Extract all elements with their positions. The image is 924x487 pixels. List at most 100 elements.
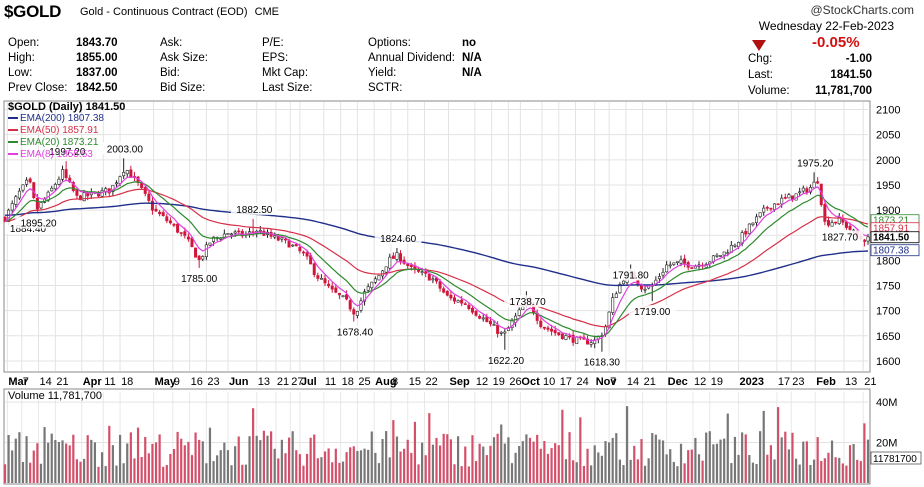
x-tick-label: 21 [277,376,289,388]
price-bar-body [204,244,208,257]
annotation-bg [374,232,422,245]
volume-label: Volume: [748,85,790,97]
price-bar-body [312,263,316,275]
x-tick-label: 14 [627,376,639,388]
volume-bar [507,437,510,483]
price-bar-body [492,324,496,326]
x-tick-label: 25 [358,376,370,388]
price-bar-body [744,230,748,235]
volume-bar [647,458,650,483]
price-bar-body [165,216,169,222]
price-bar-body [586,338,590,345]
field-label: Bid Size: [160,82,206,94]
annotation-bg [175,271,223,284]
annotation-bg [578,355,626,368]
x-tick-label: 9 [174,376,180,388]
volume-bar [352,446,355,483]
field-label: Mkt Cap: [262,67,309,79]
price-bar-body [643,288,647,291]
volume-bar [723,438,726,483]
price-bar-body [399,253,403,262]
price-bar-body [719,255,723,257]
volume-bar [147,453,150,483]
volume-bar [287,437,291,483]
volume-bar [262,430,265,483]
price-bar-body [17,190,21,199]
x-tick-label: 23 [207,376,219,388]
price-panel-frame [3,100,871,373]
price-bar-body [237,230,241,233]
ema-line [4,176,869,342]
volume-bar [72,434,75,483]
volume-bar [18,432,21,483]
volume-bar [298,454,301,483]
volume-bar [672,461,675,483]
x-tick-label: Oct [521,376,540,388]
field-label: Ask Size: [160,52,208,64]
legend-entry: EMA(8) 1855.53 [20,149,93,160]
price-bar-body [233,231,237,234]
x-tick-label: Nov [596,376,618,388]
volume-bar [86,435,89,483]
x-tick-label: 21 [644,376,656,388]
price-bar-body [147,193,151,201]
volume-bar [561,409,564,483]
price-bar-body [557,332,561,336]
price-annotation: 1738.70 [510,297,547,308]
price-bar-body [560,333,564,340]
price-annotation: 1719.00 [634,307,671,318]
price-bar-body [129,169,133,178]
volume-bar [597,452,600,483]
volume-bar [618,459,621,483]
last-label: Last: [748,69,773,81]
x-tick-label: 19 [711,376,723,388]
symbol: $GOLD [4,2,62,21]
change-label: Chg: [748,53,773,65]
price-bar-body [197,255,201,260]
price-bar-body [812,181,816,189]
x-tick-label: 10 [543,376,555,388]
volume-bar [21,461,25,483]
volume-bar [295,450,298,483]
volume-bar [593,445,596,483]
price-bar-body [517,309,521,316]
price-bar-body [726,252,730,254]
volume-bar [528,437,532,483]
volume-bar [129,432,132,483]
volume-bar [424,455,427,483]
volume-bar [169,453,172,483]
x-tick-label: 22 [426,376,438,388]
volume-bar [496,433,499,483]
volume-bar [784,431,787,483]
volume-bar [338,462,341,483]
volume-bar [392,420,395,483]
volume-bar [730,463,733,483]
x-tick-label: 15 [409,376,421,388]
volume-bar [47,442,50,483]
price-bar-body [862,239,866,243]
volume-bar [661,440,665,483]
price-bar-body [384,266,388,273]
volume-bar [464,446,467,483]
price-bar-body [481,317,485,320]
price-annotation: 1895.20 [20,219,57,230]
price-bar-body [675,261,679,263]
x-tick-label: 16 [191,376,203,388]
volume-bar [162,466,165,483]
price-bar-body [273,235,277,238]
volume-bar [773,459,776,483]
volume-bar [442,433,445,483]
price-bar-body [722,251,726,256]
ema-line [4,181,869,338]
volume-last-label: 11781700 [873,454,917,465]
price-bar-body [424,271,428,274]
price-bar-body [787,194,791,199]
volume-bar [554,443,557,483]
volume-bar [140,456,143,483]
field-label: P/E: [262,37,284,49]
price-bar-body [488,320,492,325]
volume-bar [266,435,269,483]
price-bar-body [161,212,165,217]
price-bar-body [683,258,687,264]
price-bar-body [366,286,370,291]
